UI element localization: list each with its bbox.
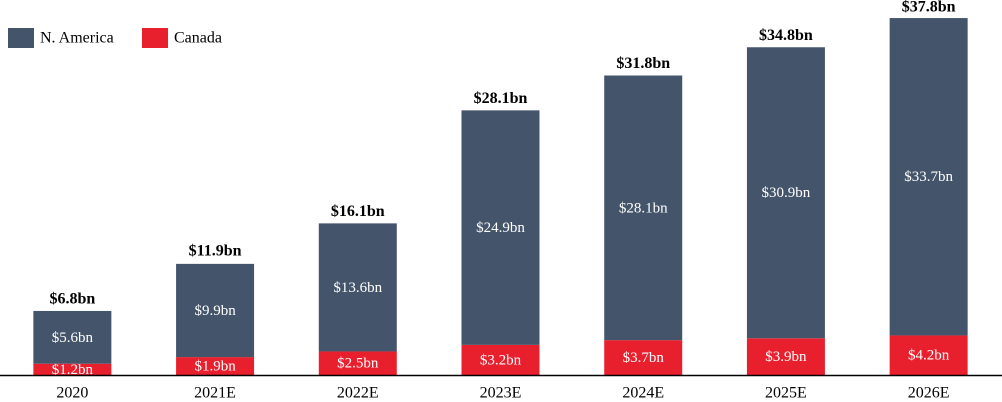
legend-swatch: [142, 28, 168, 48]
value-label: $33.7bn: [904, 169, 953, 185]
x-tick-label: 2022E: [337, 385, 379, 402]
total-label: $37.8bn: [902, 0, 956, 16]
value-label: $13.6bn: [333, 280, 382, 296]
value-label: $3.7bn: [623, 350, 665, 366]
total-label: $11.9bn: [189, 243, 242, 260]
value-label: $4.2bn: [908, 348, 950, 364]
bar-segment: [889, 18, 968, 336]
bar-segment: [604, 75, 683, 341]
value-label: $2.5bn: [337, 356, 379, 372]
total-label: $28.1bn: [474, 90, 528, 107]
value-label: $1.9bn: [194, 358, 236, 374]
value-label: $5.6bn: [52, 330, 94, 346]
x-tick-label: 2024E: [622, 385, 664, 402]
x-tick-label: 2026E: [908, 385, 950, 402]
total-label: $34.8bn: [759, 27, 813, 44]
bar-segment: [318, 223, 397, 352]
total-label: $31.8bn: [616, 55, 670, 72]
bar-segment: [746, 47, 825, 339]
value-label: $3.9bn: [765, 349, 807, 365]
total-label: $16.1bn: [331, 203, 385, 220]
value-label: $28.1bn: [619, 200, 668, 216]
legend-label: N. America: [40, 30, 114, 47]
value-label: $3.2bn: [480, 352, 522, 368]
bar-segment: [176, 357, 255, 375]
bar-segment: [889, 335, 968, 375]
value-label: $30.9bn: [762, 185, 811, 201]
x-tick-label: 2021E: [194, 385, 236, 402]
x-tick-label: 2025E: [765, 385, 807, 402]
legend-swatch: [8, 28, 34, 48]
x-tick-label: 2023E: [480, 385, 522, 402]
bar-segment: [318, 351, 397, 375]
value-label: $24.9bn: [476, 220, 525, 236]
bar-segment: [33, 310, 112, 364]
bar-segment: [461, 344, 540, 375]
value-label: $9.9bn: [194, 303, 236, 319]
bar-segment: [461, 110, 540, 345]
legend-label: Canada: [174, 30, 222, 47]
bar-segment: [33, 363, 112, 375]
bar-segment: [746, 338, 825, 375]
bar-segment: [176, 263, 255, 358]
bar-segment: [604, 340, 683, 375]
value-label: $1.2bn: [52, 362, 94, 378]
x-tick-label: 2020: [56, 385, 88, 402]
total-label: $6.8bn: [49, 291, 95, 308]
